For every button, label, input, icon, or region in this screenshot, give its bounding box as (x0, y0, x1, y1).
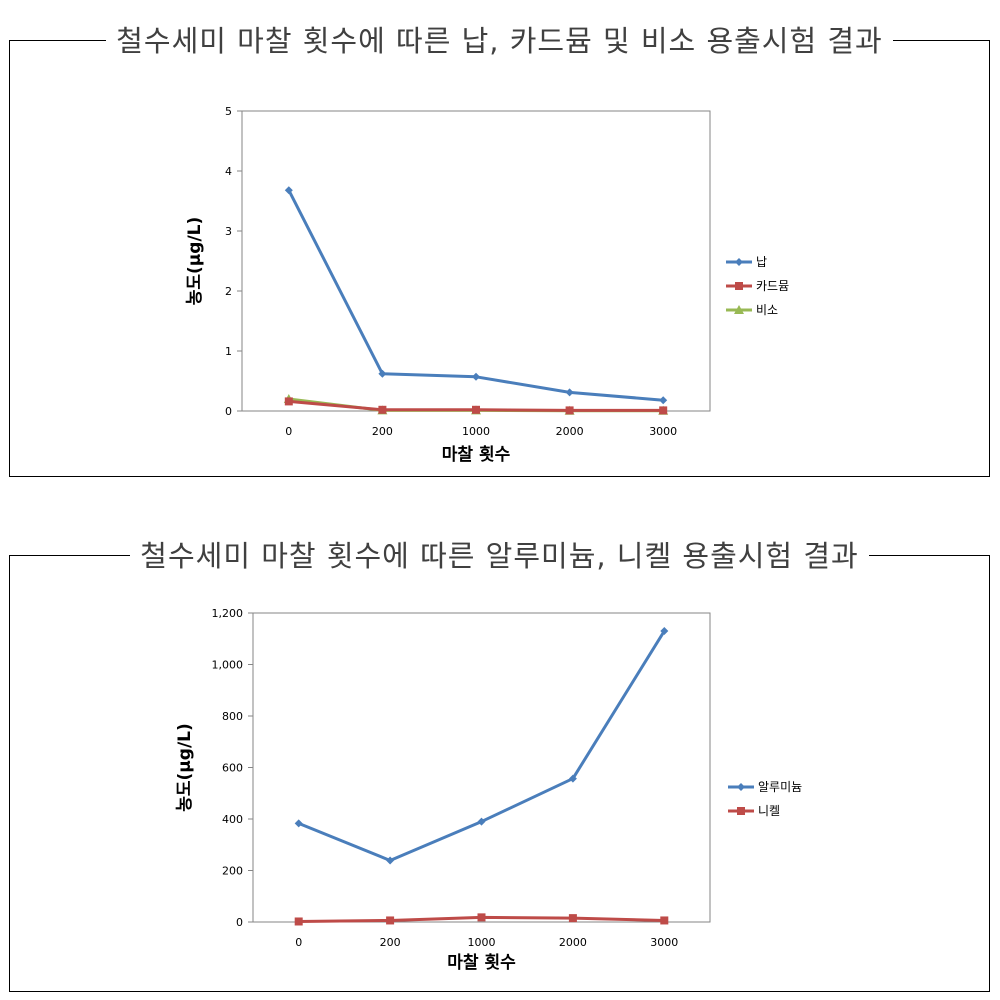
legend-marker-카드뮴 (735, 282, 743, 290)
data-point-카드뮴 (659, 406, 668, 415)
chart-panel-2: 철수세미 마찰 횟수에 따른 알루미늄, 니켈 용출시험 결과 (9, 539, 990, 992)
legend-marker-니켈 (737, 807, 745, 815)
data-point-니켈 (386, 916, 395, 925)
chart-title-1-text: 철수세미 마찰 횟수에 따른 납, 카드뮴 및 비소 용출시험 결과 (106, 24, 893, 58)
x-tick-label-1: 0 (285, 425, 292, 438)
legend-marker-납 (735, 258, 743, 266)
data-point-납 (659, 396, 668, 405)
legend-marker-비소 (734, 305, 744, 314)
data-point-알루미늄 (568, 774, 577, 783)
data-point-카드뮴 (378, 405, 387, 414)
legend-label-납: 납 (756, 255, 767, 269)
y-axis-title-1: 농도(μg/L) (185, 217, 205, 306)
chart-title-1: 철수세미 마찰 횟수에 따른 납, 카드뮴 및 비소 용출시험 결과 (10, 21, 989, 66)
data-point-카드뮴 (284, 397, 293, 406)
chart-title-2: 철수세미 마찰 횟수에 따른 알루미늄, 니켈 용출시험 결과 (10, 536, 989, 581)
y-tick-label-1: 0 (225, 405, 232, 418)
legend-label-니켈: 니켈 (758, 804, 780, 818)
data-point-납 (472, 372, 480, 381)
x-axis-title-1: 마찰 횟수 (442, 445, 511, 465)
y-tick-label-2: 800 (222, 710, 243, 723)
y-tick-label-1: 5 (225, 105, 232, 118)
series-line-납 (287, 189, 664, 402)
y-tick-label-2: 200 (222, 865, 243, 878)
data-point-니켈 (294, 917, 303, 926)
y-tick-label-2: 600 (222, 762, 243, 775)
data-point-니켈 (477, 913, 486, 922)
legend-marker-알루미늄 (737, 783, 745, 791)
y-tick-label-1: 2 (225, 285, 232, 298)
data-point-알루미늄 (660, 627, 669, 636)
x-tick-label-2: 3000 (650, 936, 678, 949)
y-tick-label-2: 1,200 (212, 607, 244, 620)
y-tick-label-2: 1,000 (212, 659, 244, 672)
x-tick-label-2: 200 (380, 936, 401, 949)
plot-area-2 (252, 612, 711, 923)
y-tick-label-2: 400 (222, 813, 243, 826)
chart-panel-1: 철수세미 마찰 횟수에 따른 납, 카드뮴 및 비소 용출시험 결과 (9, 24, 990, 477)
data-point-알루미늄 (294, 819, 303, 828)
data-point-카드뮴 (565, 406, 574, 415)
data-point-니켈 (660, 916, 669, 925)
data-point-알루미늄 (386, 856, 395, 865)
legend-label-카드뮴: 카드뮴 (756, 279, 789, 293)
x-tick-label-1: 3000 (649, 425, 677, 438)
y-axis-title-2: 농도(μg/L) (175, 723, 195, 812)
y-tick-label-1: 4 (225, 165, 232, 178)
data-point-납 (284, 186, 293, 195)
x-tick-label-1: 1000 (462, 425, 490, 438)
x-tick-label-2: 0 (295, 936, 302, 949)
legend-label-알루미늄: 알루미늄 (758, 780, 802, 794)
x-tick-label-1: 2000 (556, 425, 584, 438)
legend-label-비소: 비소 (756, 303, 778, 317)
x-axis-title-2: 마찰 횟수 (447, 953, 516, 973)
plot-area-1 (241, 110, 711, 412)
x-tick-label-2: 1000 (468, 936, 496, 949)
data-point-카드뮴 (472, 405, 480, 414)
x-tick-label-1: 200 (372, 425, 393, 438)
y-tick-label-1: 3 (225, 225, 232, 238)
series-line-알루미늄 (298, 630, 666, 862)
y-tick-label-1: 1 (225, 345, 232, 358)
x-tick-label-2: 2000 (559, 936, 587, 949)
data-point-니켈 (568, 914, 577, 923)
y-tick-label-2: 0 (236, 916, 243, 929)
data-point-알루미늄 (477, 817, 486, 826)
data-point-납 (565, 388, 574, 397)
data-point-납 (378, 369, 387, 378)
chart-title-2-text: 철수세미 마찰 횟수에 따른 알루미늄, 니켈 용출시험 결과 (130, 539, 869, 573)
